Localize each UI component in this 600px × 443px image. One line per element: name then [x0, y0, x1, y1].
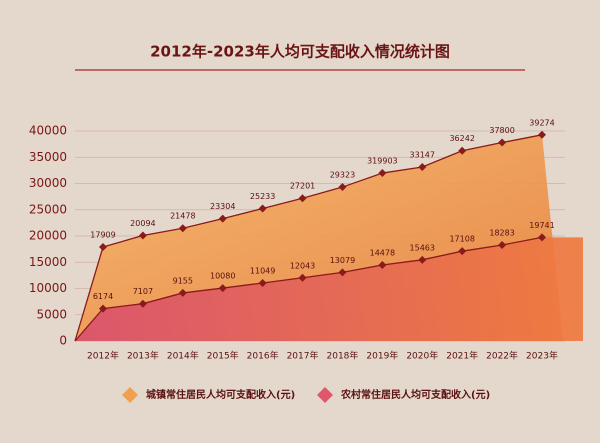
y-tick-label: 25000: [29, 202, 67, 216]
data-point: [99, 242, 107, 251]
data-point: [258, 204, 267, 213]
data-point: [218, 214, 227, 223]
y-tick-label: 30000: [29, 176, 67, 190]
data-point: [218, 284, 227, 293]
data-label: 17108: [449, 235, 474, 244]
data-label: 20094: [130, 219, 155, 228]
legend-label: 城镇常住居民人均可支配收入(元): [146, 388, 295, 401]
data-point: [178, 224, 187, 233]
data-label: 27201: [290, 182, 315, 191]
data-point: [498, 138, 507, 147]
data-label: 23304: [210, 202, 235, 211]
data-label: 21478: [170, 212, 195, 221]
y-tick-label: 15000: [29, 255, 67, 269]
data-point: [418, 162, 427, 171]
data-point: [338, 183, 347, 192]
y-tick-label: 40000: [29, 124, 67, 138]
x-tick-label: 2017年: [287, 350, 319, 362]
y-tick-label: 0: [59, 334, 67, 348]
data-label: 17909: [90, 230, 115, 239]
data-point: [99, 304, 107, 313]
data-label: 14478: [370, 248, 395, 257]
data-label: 6174: [93, 292, 113, 301]
data-point: [538, 130, 546, 139]
data-label: 7107: [133, 287, 153, 296]
data-point: [458, 247, 467, 256]
data-point: [498, 241, 507, 250]
x-tick-label: 2012年: [87, 350, 119, 362]
x-tick-label: 2018年: [327, 350, 359, 362]
x-tick-label: 2023年: [526, 350, 558, 362]
x-tick-label: 2021年: [446, 350, 478, 362]
data-point: [258, 278, 267, 287]
x-tick-label: 2013年: [127, 350, 159, 362]
data-label: 19741: [529, 221, 554, 230]
data-point: [338, 268, 347, 277]
data-point: [418, 255, 427, 264]
data-point: [138, 299, 147, 308]
data-point: [178, 288, 187, 297]
data-label: 25233: [250, 192, 275, 201]
data-label: 319903: [367, 157, 398, 166]
data-point: [138, 231, 147, 240]
data-label: 15463: [410, 243, 435, 252]
chart-title: 2012年-2023年人均可支配收入情况统计图: [150, 43, 450, 61]
data-label: 33147: [410, 150, 435, 159]
data-point: [378, 169, 387, 178]
data-label: 9155: [173, 276, 193, 285]
data-point: [378, 260, 387, 269]
legend-swatch: [122, 387, 138, 403]
y-tick-label: 35000: [29, 150, 67, 164]
x-tick-label: 2020年: [406, 350, 438, 362]
y-tick-label: 5000: [36, 307, 67, 321]
area-fill: [75, 237, 583, 341]
data-label: 39274: [529, 118, 554, 127]
data-label: 18283: [489, 229, 514, 238]
data-point: [298, 273, 307, 282]
data-label: 12043: [290, 261, 315, 270]
legend-label: 农村常住居民人均可支配收入(元): [340, 388, 490, 401]
x-tick-label: 2019年: [366, 350, 398, 362]
x-tick-label: 2014年: [167, 350, 199, 362]
data-point: [458, 146, 467, 155]
data-point: [298, 194, 307, 203]
y-tick-label: 20000: [29, 229, 67, 243]
data-label: 36242: [449, 134, 474, 143]
y-tick-label: 10000: [29, 281, 67, 295]
data-label: 11049: [250, 266, 275, 275]
data-label: 29323: [330, 171, 355, 180]
data-label: 10080: [210, 272, 235, 281]
x-tick-label: 2022年: [486, 350, 518, 362]
legend-swatch: [317, 387, 333, 403]
data-label: 13079: [330, 256, 355, 265]
data-label: 37800: [489, 126, 514, 135]
x-tick-label: 2016年: [247, 350, 279, 362]
data-point: [538, 233, 546, 242]
x-tick-label: 2015年: [207, 350, 239, 362]
